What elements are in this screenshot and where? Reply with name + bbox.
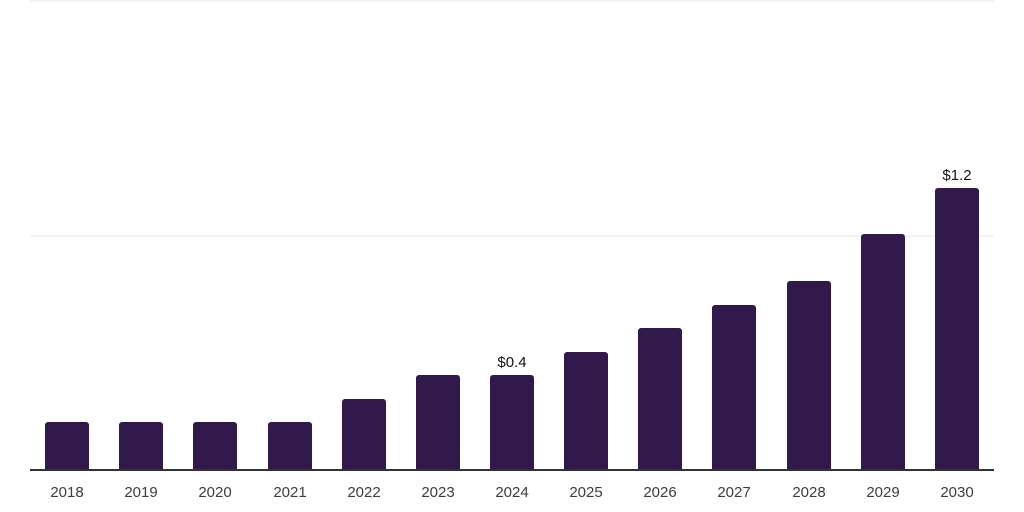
x-tick-label-2021: 2021 xyxy=(273,484,307,501)
x-tick-label-2029: 2029 xyxy=(866,484,900,501)
x-tick-label-2020: 2020 xyxy=(198,484,232,501)
x-tick-label-2028: 2028 xyxy=(792,484,826,501)
plot-area: $0.4 $1.2 xyxy=(30,0,994,471)
x-tick-label-2022: 2022 xyxy=(347,484,381,501)
x-tick-label-2030: 2030 xyxy=(940,484,974,501)
bar-2027 xyxy=(712,305,756,469)
x-tick-label-2023: 2023 xyxy=(421,484,455,501)
x-tick-label-2025: 2025 xyxy=(569,484,603,501)
bar-2025 xyxy=(564,352,608,469)
x-tick-label-2027: 2027 xyxy=(717,484,751,501)
x-tick-label-2018: 2018 xyxy=(50,484,84,501)
bar-2022 xyxy=(342,399,386,469)
bar-2029 xyxy=(861,234,905,469)
bar-value-label-2030: $1.2 xyxy=(942,167,972,184)
x-tick-label-2019: 2019 xyxy=(124,484,158,501)
x-axis: 2018 2019 2020 2021 2022 2023 2024 2025 2026 2027… xyxy=(30,484,994,504)
bar-2021 xyxy=(268,422,312,469)
bar-2030 xyxy=(935,188,979,469)
bar-2019 xyxy=(119,422,163,469)
x-tick-label-2024: 2024 xyxy=(495,484,529,501)
gridline-y-2 xyxy=(30,0,994,2)
bar-2028 xyxy=(787,281,831,469)
bar-2023 xyxy=(416,375,460,469)
bar-value-label-2024: $0.4 xyxy=(497,354,527,371)
x-tick-label-2026: 2026 xyxy=(643,484,677,501)
bar-2018 xyxy=(45,422,89,469)
bar-2026 xyxy=(638,328,682,469)
gridline-y-1 xyxy=(30,235,994,237)
bar-2024 xyxy=(490,375,534,469)
bar-2020 xyxy=(193,422,237,469)
